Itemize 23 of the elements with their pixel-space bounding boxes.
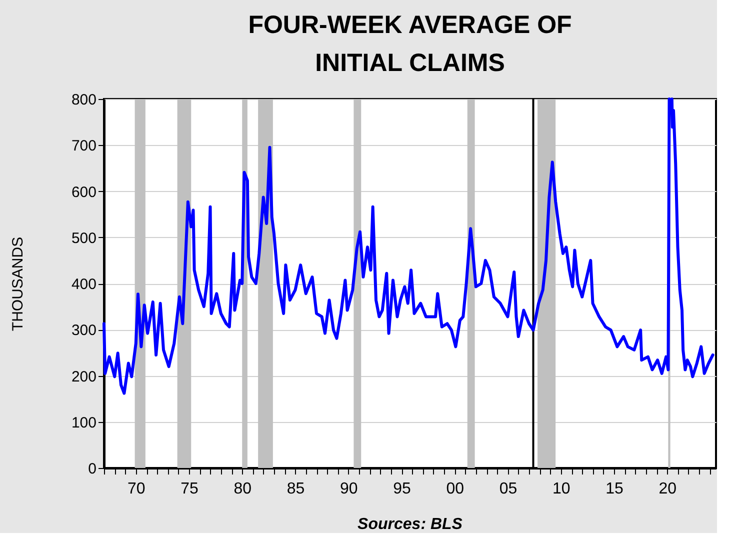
y-tick-label: 500 [71, 230, 96, 247]
y-tick-label: 600 [71, 184, 96, 201]
y-tick-label: 300 [71, 322, 96, 340]
y-tick-label: 700 [71, 138, 96, 155]
y-axis-title: THOUSANDS [9, 236, 26, 332]
x-tick-label: 75 [180, 480, 198, 498]
source-note: Sources: BLS [358, 516, 463, 533]
x-tick-label: 15 [606, 480, 624, 498]
x-tick-label: 10 [552, 480, 570, 498]
y-tick-label: 400 [71, 276, 96, 293]
x-tick-label: 85 [286, 480, 305, 498]
y-tick-label: 100 [71, 414, 96, 432]
x-tick-label: 70 [127, 480, 146, 498]
x-tick-label: 80 [234, 480, 252, 498]
chart-title: FOUR-WEEK AVERAGE OF INITIAL CLAIMS [248, 11, 572, 77]
x-tick-label: 20 [658, 480, 677, 498]
y-tick-label: 0 [88, 460, 96, 478]
x-tick-label: 05 [499, 480, 518, 498]
x-tick-label: 00 [446, 480, 464, 498]
x-tick-label: 90 [340, 480, 358, 498]
x-tick-label: 95 [393, 480, 411, 498]
y-tick-label: 200 [71, 368, 96, 386]
y-tick-label: 800 [71, 92, 96, 108]
